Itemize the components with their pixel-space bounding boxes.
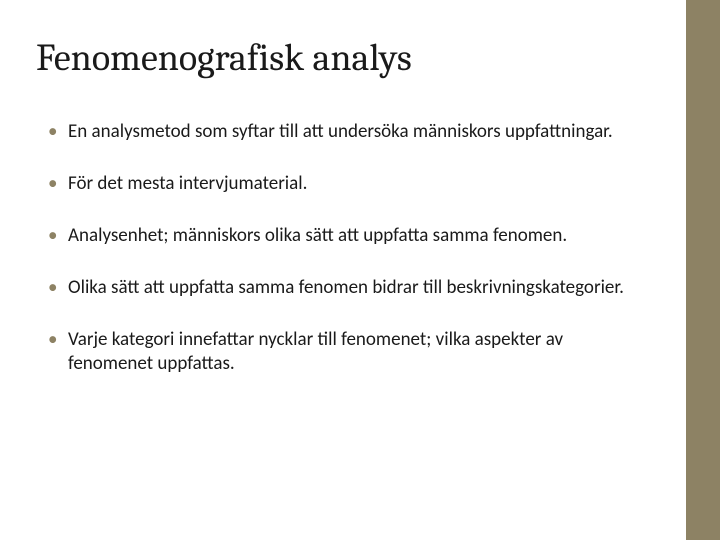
- bullet-text: Olika sätt att uppfatta samma fenomen bi…: [68, 276, 624, 299]
- bullet-text: Analysenhet; människors olika sätt att u…: [68, 224, 567, 247]
- decorative-sidebar: [686, 0, 720, 540]
- list-item: Olika sätt att uppfatta samma fenomen bi…: [48, 276, 640, 300]
- bullet-list: En analysmetod som syftar till att under…: [48, 120, 640, 376]
- list-item: En analysmetod som syftar till att under…: [48, 120, 640, 144]
- bullet-text: En analysmetod som syftar till att under…: [68, 120, 613, 143]
- list-item: Analysenhet; människors olika sätt att u…: [48, 224, 640, 248]
- slide-title: Fenomenografisk analys: [36, 36, 412, 80]
- slide: Fenomenografisk analys En analysmetod so…: [0, 0, 720, 540]
- bullet-text: Varje kategori innefattar nycklar till f…: [68, 328, 563, 375]
- bullet-text: För det mesta intervjumaterial.: [68, 172, 307, 195]
- list-item: För det mesta intervjumaterial.: [48, 172, 640, 196]
- slide-body: En analysmetod som syftar till att under…: [48, 120, 640, 376]
- list-item: Varje kategori innefattar nycklar till f…: [48, 328, 640, 376]
